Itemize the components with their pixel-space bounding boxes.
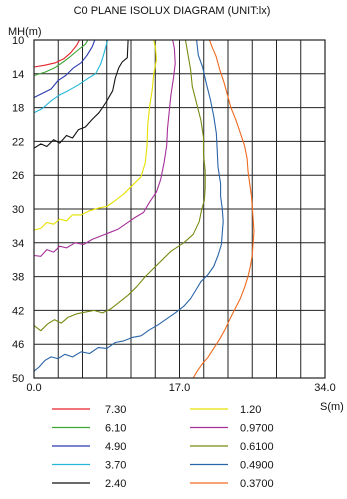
y-tick-label: 22 xyxy=(12,136,24,148)
isolux-curve-2.40 xyxy=(33,39,129,149)
legend-label: 3.70 xyxy=(105,460,126,472)
grid xyxy=(34,40,325,378)
isolux-curve-4.90 xyxy=(33,39,96,99)
chart-title: C0 PLANE ISOLUX DIAGRAM (UNIT:lx) xyxy=(74,5,271,17)
legend-label: 0.9700 xyxy=(240,423,274,435)
legend-label: 0.3700 xyxy=(240,478,274,490)
y-tick-label: 26 xyxy=(12,170,24,182)
legend-label: 0.6100 xyxy=(240,441,274,453)
legend-label: 2.40 xyxy=(105,478,126,490)
y-tick-label: 42 xyxy=(12,305,24,317)
plot-frame xyxy=(33,39,326,379)
isolux-curve-3.70 xyxy=(33,39,109,114)
y-tick-label: 46 xyxy=(12,339,24,351)
isolux-curve-7.30 xyxy=(33,39,80,68)
x-axis-label: S(m) xyxy=(320,401,344,413)
axis-ticks: 10 14 18 22 26 30 34 38 42 46 500.0 17.0 34.0 xyxy=(12,35,336,394)
legend-label: 0.4900 xyxy=(240,460,274,472)
y-tick-label: 10 xyxy=(12,35,24,47)
isolux-curve-0.6100 xyxy=(33,39,206,332)
legend-label: 1.20 xyxy=(240,404,261,416)
x-tick-label: 34.0 xyxy=(314,382,335,394)
legend-label: 7.30 xyxy=(105,404,126,416)
x-tick-label: 17.0 xyxy=(169,382,190,394)
isolux-curve-6.10 xyxy=(33,39,89,77)
isolux-curves xyxy=(33,39,255,379)
y-tick-label: 34 xyxy=(12,238,24,250)
isolux-curve-0.9700 xyxy=(33,39,176,257)
legend: 7.30 6.10 4.90 3.70 2.40 1.20 0.9700 0.6100 0.49… xyxy=(52,404,274,490)
legend-label: 4.90 xyxy=(105,441,126,453)
y-tick-label: 38 xyxy=(12,272,24,284)
y-tick-label: 30 xyxy=(12,204,24,216)
isolux-curve-0.3700 xyxy=(192,39,255,379)
isolux-curve-0.4900 xyxy=(33,39,224,372)
y-tick-label: 14 xyxy=(12,69,24,81)
y-tick-label: 18 xyxy=(12,103,24,115)
y-tick-label: 50 xyxy=(12,373,24,385)
x-tick-label: 0.0 xyxy=(26,382,41,394)
isolux-curve-1.20 xyxy=(33,39,157,231)
y-axis-label: MH(m) xyxy=(8,26,42,38)
legend-label: 6.10 xyxy=(105,423,126,435)
